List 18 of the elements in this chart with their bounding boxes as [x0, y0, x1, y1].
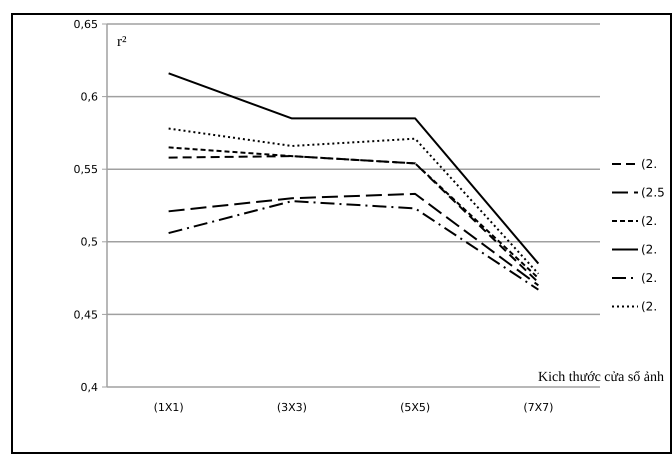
legend-label: (2.5 — [641, 186, 665, 200]
x-tick-label: (3X3) — [276, 401, 307, 414]
y-tick-label: 0,6 — [80, 90, 98, 104]
y-axis-title: r² — [117, 34, 127, 50]
x-tick-label: (7X7) — [523, 401, 554, 414]
legend-label: (2. — [641, 157, 658, 172]
y-tick-label: 0,4 — [80, 380, 98, 394]
y-tick-label: 0,5 — [80, 236, 98, 249]
legend-label: (2. — [641, 271, 658, 286]
x-tick-label: (1X1) — [154, 401, 184, 414]
legend-label: (2. — [641, 300, 658, 314]
y-tick-label: 0,65 — [74, 18, 98, 31]
y-tick-label: 0,45 — [74, 308, 98, 322]
y-tick-label: 0,55 — [74, 163, 98, 176]
legend-label: (2. — [641, 214, 658, 228]
x-axis-title: Kich thước cửa sổ ảnh — [538, 370, 664, 385]
x-tick-label: (5X5) — [400, 401, 430, 414]
legend-label: (2. — [641, 242, 658, 257]
